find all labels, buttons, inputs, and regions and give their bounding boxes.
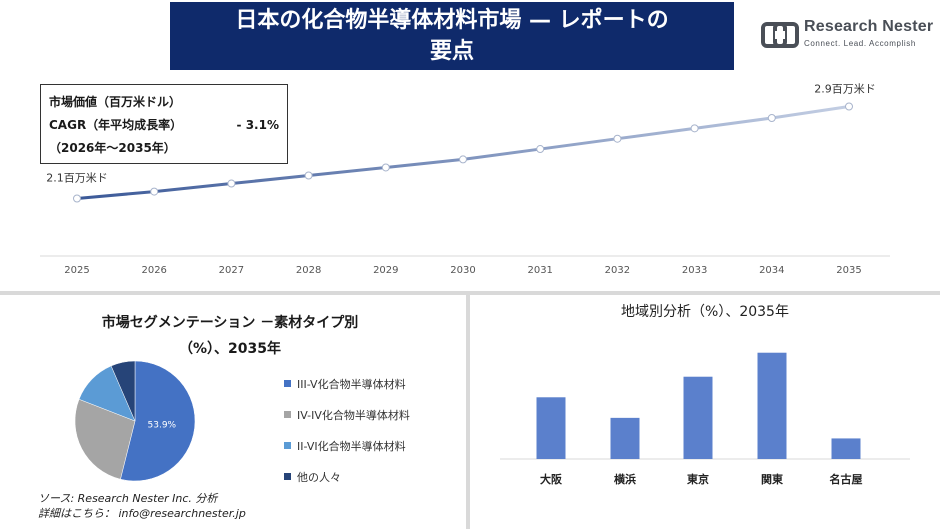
legend-swatch — [284, 411, 291, 418]
logo-name: Research Nester — [804, 18, 934, 35]
market-value-line-chart: 2025 2026 2027 2028 2029 2030 2031 2032 2033 2034… — [40, 83, 890, 276]
vertical-divider — [466, 295, 470, 529]
line-point — [150, 187, 159, 196]
x-tick-label: 2035 — [836, 265, 861, 276]
bar — [610, 417, 640, 459]
annotation-end-value: 2.9百万米ド — [814, 83, 876, 96]
legend-label: IV-IV化合物半導体材料 — [297, 408, 410, 422]
cagr-row: CAGR（年平均成長率） - 3.1% — [49, 114, 279, 137]
x-tick-label: 2029 — [373, 265, 398, 276]
market-value-label: 市場価値（百万米ドル） — [49, 95, 182, 109]
logo-tagline: Connect. Lead. Accomplish — [804, 39, 916, 48]
x-tick-label: 2032 — [605, 265, 630, 276]
pie-slice — [120, 360, 196, 482]
legend-item: IV-IV化合物半導体材料 — [284, 399, 410, 430]
x-tick-label: 2034 — [759, 265, 784, 276]
line-point — [536, 145, 545, 154]
cagr-value: - 3.1% — [236, 118, 279, 132]
x-tick-label: 2033 — [682, 265, 707, 276]
line-point — [73, 194, 81, 203]
line-point — [767, 114, 776, 122]
report-title-line1: 日本の化合物半導体材料市場 — レポートの — [235, 8, 669, 33]
regional-analysis-title: 地域別分析（%）、2035年 — [621, 304, 789, 320]
cagr-label: CAGR（年平均成長率） — [49, 118, 183, 132]
line-point — [459, 155, 467, 164]
source-note: ソース: Research Nester Inc. 分析 詳細はこちら： inf… — [38, 491, 246, 521]
segmentation-pie-chart: 53.9% — [74, 360, 196, 482]
legend-item: III-V化合物半導体材料 — [284, 368, 410, 399]
line-point — [304, 171, 313, 180]
line-point — [613, 134, 622, 143]
report-title-line2: 要点 — [429, 39, 474, 64]
legend-item: II-VI化合物半導体材料 — [284, 430, 410, 461]
pie-slice — [110, 360, 136, 422]
x-tick-label: 2030 — [450, 265, 475, 276]
bar — [757, 352, 787, 459]
x-tick-label: 2026 — [141, 265, 166, 276]
pie-data-label: 53.9% — [148, 420, 177, 430]
report-title-banner: 日本の化合物半導体材料市場 — レポートの 要点 — [170, 2, 734, 70]
annotation-start-value: 2.1百万米ド — [46, 172, 108, 185]
bar-category-label: 関東 — [761, 472, 784, 486]
bar-category-label: 大阪 — [540, 472, 563, 486]
segmentation-title-line2: （%）、2035年 — [179, 341, 281, 357]
x-tick-label: 2027 — [219, 265, 244, 276]
line-point — [845, 102, 853, 111]
legend-item: 他の人々 — [284, 461, 410, 492]
segmentation-title: 市場セグメンテーション －素材タイプ別 （%）、2035年 — [60, 310, 400, 362]
segmentation-legend: III-V化合物半導体材料 IV-IV化合物半導体材料 II-VI化合物半導体材料他… — [284, 368, 410, 492]
market-info-box: 市場価値（百万米ドル） CAGR（年平均成長率） - 3.1% （2026年～2… — [40, 84, 288, 164]
legend-swatch — [284, 442, 291, 449]
x-tick-label: 2028 — [296, 265, 321, 276]
line-point — [690, 124, 699, 133]
bar — [831, 438, 861, 459]
pie-slice — [74, 398, 136, 480]
legend-label: II-VI化合物半導体材料 — [297, 439, 406, 453]
horizontal-divider — [0, 291, 940, 295]
line-point — [227, 179, 236, 188]
logo-mark-icon — [761, 22, 799, 48]
bar — [683, 376, 713, 459]
segmentation-title-line1: 市場セグメンテーション －素材タイプ別 — [101, 315, 359, 331]
bar-category-label: 横浜 — [614, 472, 636, 486]
legend-swatch — [284, 473, 291, 480]
line-point — [381, 163, 390, 172]
bar — [536, 397, 566, 459]
bar-category-label: 東京 — [687, 472, 709, 486]
contact-line: 詳細はこちら： info@researchnester.jp — [38, 507, 246, 520]
regional-bar-chart: 大阪 横浜 東京 関東 名古屋 — [500, 352, 910, 486]
legend-label: III-V化合物半導体材料 — [297, 377, 406, 391]
research-nester-logo: Research Nester Connect. Lead. Accomplis… — [760, 18, 935, 54]
x-tick-label: 2025 — [64, 265, 89, 276]
source-line: ソース: Research Nester Inc. 分析 — [38, 492, 218, 505]
legend-swatch — [284, 380, 291, 387]
x-tick-label: 2031 — [527, 265, 552, 276]
forecast-period: （2026年～2035年） — [49, 141, 176, 155]
legend-label: 他の人々 — [297, 470, 341, 484]
bar-category-label: 名古屋 — [830, 472, 863, 486]
